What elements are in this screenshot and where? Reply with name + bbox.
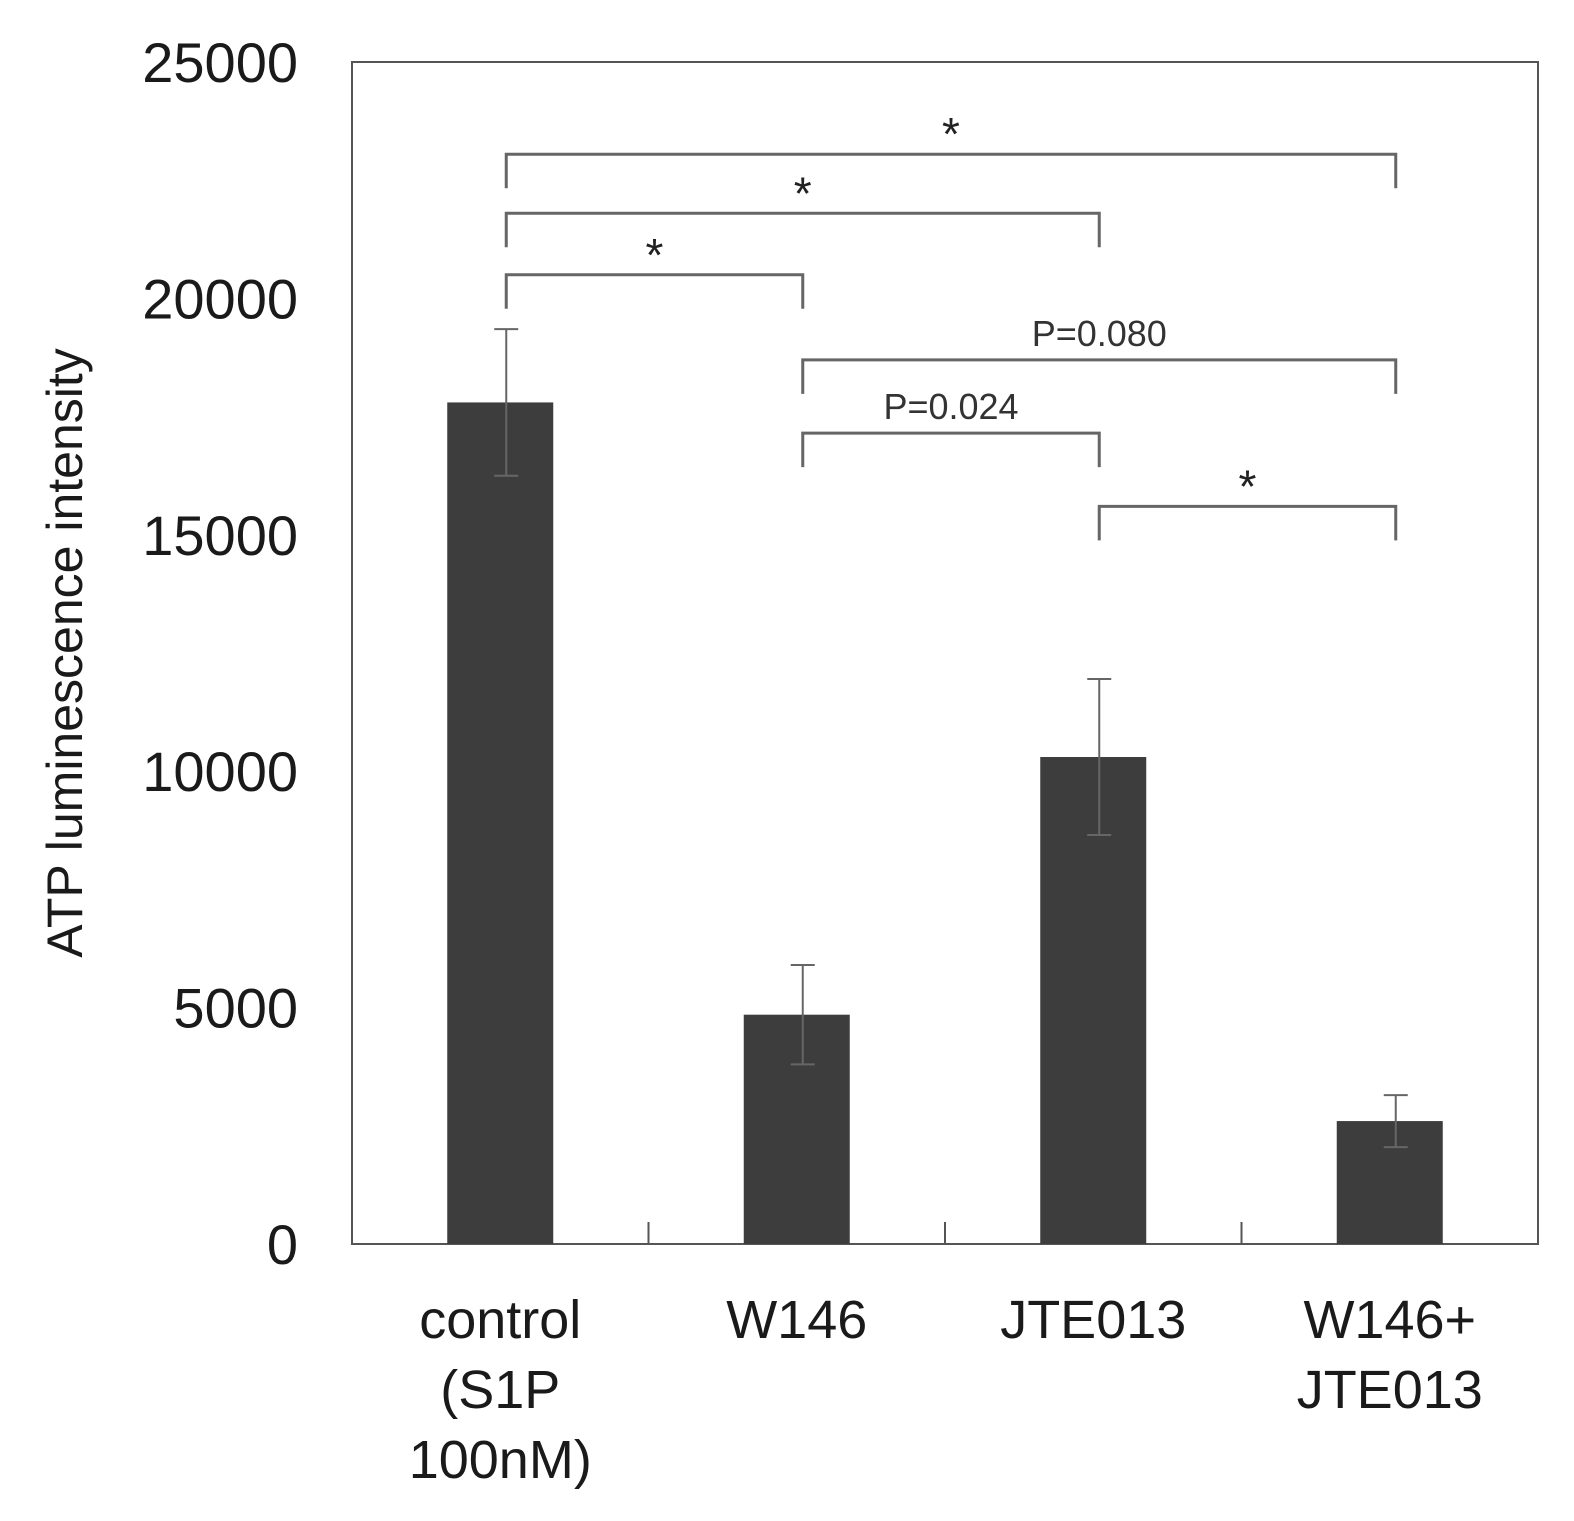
x-tick-label: W146+ JTE013 — [1297, 1290, 1483, 1420]
bracket-line — [504, 211, 1101, 248]
y-tick-label: 10000 — [142, 740, 298, 803]
significance-bracket: * — [504, 229, 805, 309]
y-tick-label: 5000 — [173, 977, 298, 1040]
bar-series — [447, 402, 1443, 1244]
y-tick-label: 20000 — [142, 267, 298, 330]
significance-star: * — [646, 229, 664, 281]
y-axis: 0 5000 10000 15000 20000 25000 — [142, 31, 298, 1276]
y-tick-label: 0 — [267, 1213, 298, 1276]
x-tick-label: W146 — [726, 1290, 867, 1350]
error-bar — [1087, 678, 1112, 837]
bracket-line — [1097, 504, 1398, 541]
significance-bracket: * — [504, 108, 1398, 189]
bracket-line — [801, 431, 1101, 468]
bracket-line — [504, 152, 1398, 189]
bar — [447, 402, 554, 1244]
bar — [1336, 1121, 1443, 1244]
y-axis-title: ATP luminescence intensity — [37, 348, 93, 958]
p-value-label: P=0.024 — [883, 386, 1018, 427]
bracket-line — [801, 358, 1398, 394]
significance-bracket: * — [1097, 460, 1398, 541]
category-labels: control (S1P 100nM) W146 JTE013 W146+ JTE013 — [409, 1290, 1483, 1490]
significance-brackets: * * * P=0.080 P=0.024 * — [504, 108, 1398, 541]
x-axis — [647, 1222, 1243, 1244]
significance-bracket: * — [504, 167, 1101, 248]
y-tick-label: 15000 — [142, 504, 298, 567]
bar — [743, 1014, 850, 1244]
p-value-label: P=0.080 — [1032, 313, 1167, 354]
error-bar — [494, 328, 519, 477]
bar — [1040, 757, 1147, 1244]
bracket-line — [504, 273, 805, 309]
error-bars — [494, 328, 1408, 1149]
x-tick-label: JTE013 — [1000, 1290, 1186, 1350]
significance-bracket: P=0.024 — [801, 386, 1101, 468]
significance-star: * — [794, 167, 812, 219]
significance-star: * — [1239, 460, 1257, 512]
significance-star: * — [942, 108, 960, 160]
error-bar — [1383, 1094, 1408, 1149]
y-tick-label: 25000 — [142, 31, 298, 94]
x-tick-label: control (S1P 100nM) — [409, 1290, 592, 1490]
significance-bracket: P=0.080 — [801, 313, 1398, 394]
error-bar — [790, 964, 815, 1066]
